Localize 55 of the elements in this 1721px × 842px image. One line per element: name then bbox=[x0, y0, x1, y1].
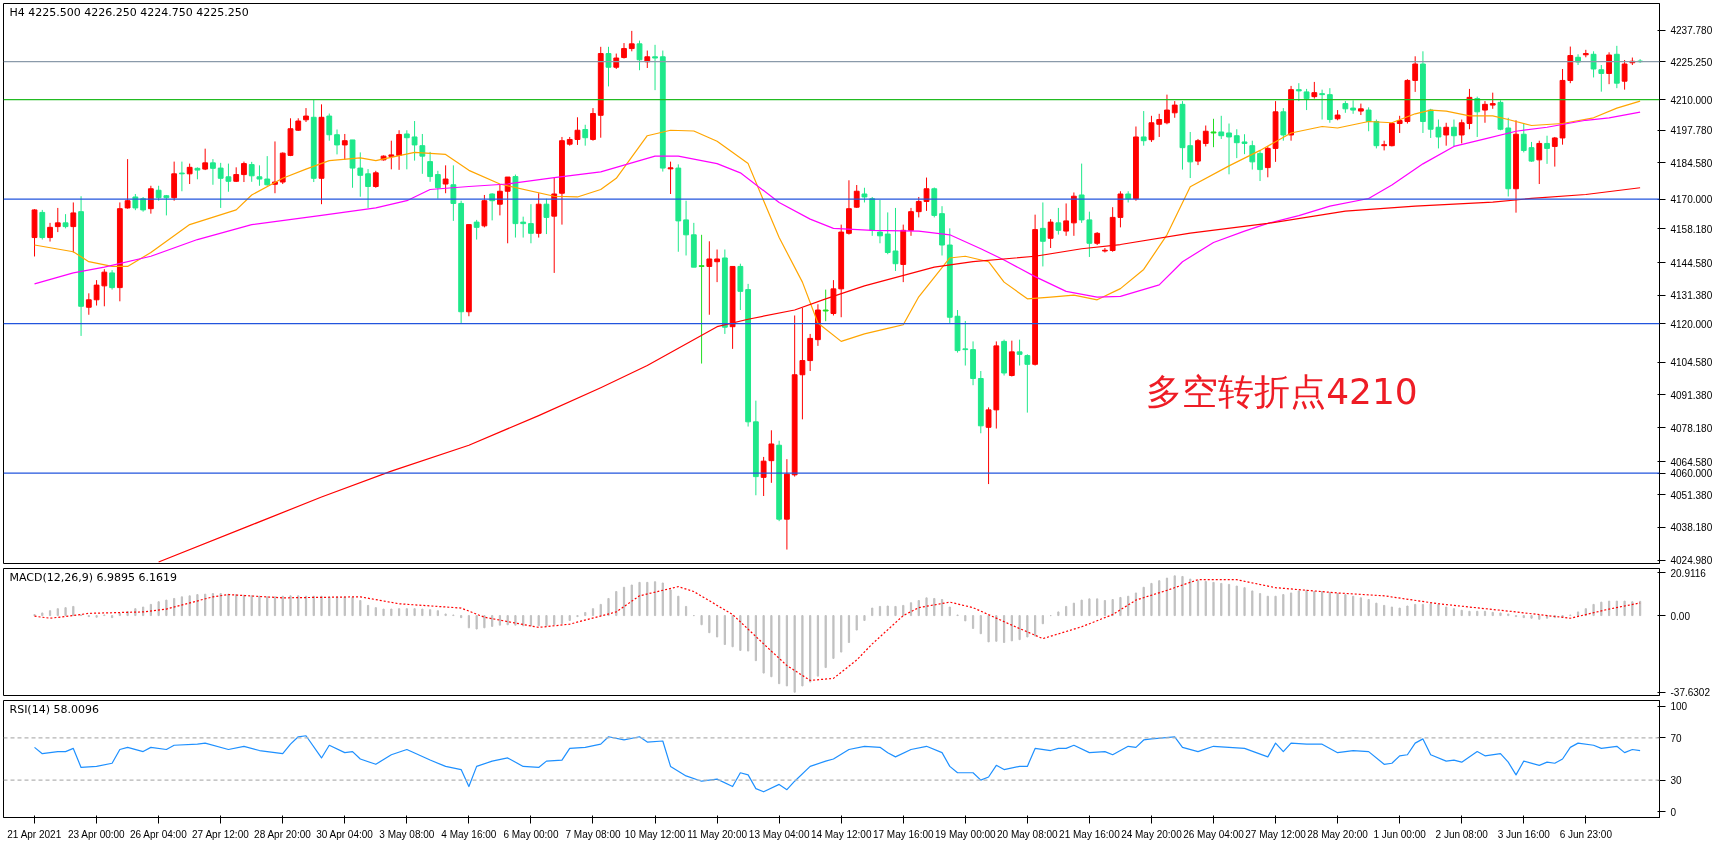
y-tick-label: 20.9116 bbox=[1670, 567, 1707, 579]
x-tick-label: 20 May 08:00 bbox=[997, 828, 1059, 840]
chart-title: RSI(14) 58.0096 bbox=[9, 702, 99, 716]
x-tick-label: 11 May 20:00 bbox=[687, 828, 748, 840]
x-tick-label: 19 May 00:00 bbox=[935, 828, 997, 840]
y-tick-label: 4038.180 bbox=[1670, 522, 1713, 534]
x-tick-label: 21 Apr 2021 bbox=[7, 828, 62, 840]
x-tick-label: 1 Jun 00:00 bbox=[1373, 828, 1427, 840]
chart-title: H4 4225.500 4226.250 4224.750 4225.250 bbox=[9, 5, 249, 19]
y-tick-label: 4024.980 bbox=[1670, 555, 1713, 567]
y-tick-label: 100 bbox=[1670, 701, 1688, 713]
y-tick-label: 4237.780 bbox=[1670, 25, 1713, 37]
x-tick-label: 10 May 12:00 bbox=[624, 828, 686, 840]
ref-line-label: 4225.250 bbox=[1670, 56, 1713, 68]
x-tick-label: 3 May 08:00 bbox=[379, 828, 435, 840]
x-tick-label: 4 May 16:00 bbox=[441, 828, 497, 840]
x-tick-label: 2 Jun 08:00 bbox=[1435, 828, 1489, 840]
y-tick-label: 4144.580 bbox=[1670, 257, 1713, 269]
x-tick-label: 3 Jun 16:00 bbox=[1497, 828, 1551, 840]
y-tick-label: 4197.780 bbox=[1670, 125, 1713, 137]
x-tick-label: 24 May 20:00 bbox=[1121, 828, 1183, 840]
x-tick-label: 27 Apr 12:00 bbox=[192, 828, 250, 840]
x-tick-label: 27 May 12:00 bbox=[1245, 828, 1307, 840]
x-tick-label: 6 May 00:00 bbox=[503, 828, 559, 840]
ref-line-label: 4170.000 bbox=[1670, 194, 1713, 206]
y-tick-label: 4064.580 bbox=[1670, 456, 1713, 468]
y-tick-label: 0.00 bbox=[1670, 610, 1691, 622]
y-tick-label: 4158.180 bbox=[1670, 223, 1713, 235]
x-tick-label: 6 Jun 23:00 bbox=[1559, 828, 1613, 840]
x-tick-label: 28 Apr 20:00 bbox=[254, 828, 312, 840]
y-tick-label: 0 bbox=[1670, 806, 1677, 818]
chart-title: MACD(12,26,9) 6.9895 6.1619 bbox=[9, 570, 178, 584]
ref-line-label: 4210.000 bbox=[1670, 94, 1713, 106]
x-tick-label: 23 Apr 00:00 bbox=[67, 828, 126, 840]
x-tick-label: 30 Apr 04:00 bbox=[316, 828, 374, 840]
x-tick-label: 13 May 04:00 bbox=[748, 828, 810, 840]
x-tick-label: 28 May 20:00 bbox=[1307, 828, 1369, 840]
y-tick-label: 4184.580 bbox=[1670, 157, 1713, 169]
x-tick-label: 21 May 16:00 bbox=[1059, 828, 1121, 840]
y-tick-label: 30 bbox=[1670, 775, 1683, 787]
y-tick-label: 4078.180 bbox=[1670, 422, 1713, 434]
annotation: 多空转折点4210 bbox=[1146, 371, 1418, 413]
x-tick-label: 17 May 16:00 bbox=[872, 828, 934, 840]
x-tick-label: 26 May 04:00 bbox=[1183, 828, 1245, 840]
y-tick-label: 4131.380 bbox=[1670, 290, 1713, 302]
ref-line-label: 4060.000 bbox=[1670, 468, 1713, 480]
y-tick-label: 4104.580 bbox=[1670, 357, 1713, 369]
x-tick-label: 14 May 12:00 bbox=[810, 828, 872, 840]
y-tick-label: 4051.380 bbox=[1670, 489, 1713, 501]
y-tick-label: 70 bbox=[1670, 732, 1683, 744]
y-tick-label: -37.6302 bbox=[1670, 687, 1711, 699]
y-tick-label: 4091.380 bbox=[1670, 389, 1713, 401]
x-tick-label: 26 Apr 04:00 bbox=[130, 828, 188, 840]
ref-line-label: 4120.000 bbox=[1670, 318, 1713, 330]
x-tick-label: 7 May 08:00 bbox=[565, 828, 621, 840]
